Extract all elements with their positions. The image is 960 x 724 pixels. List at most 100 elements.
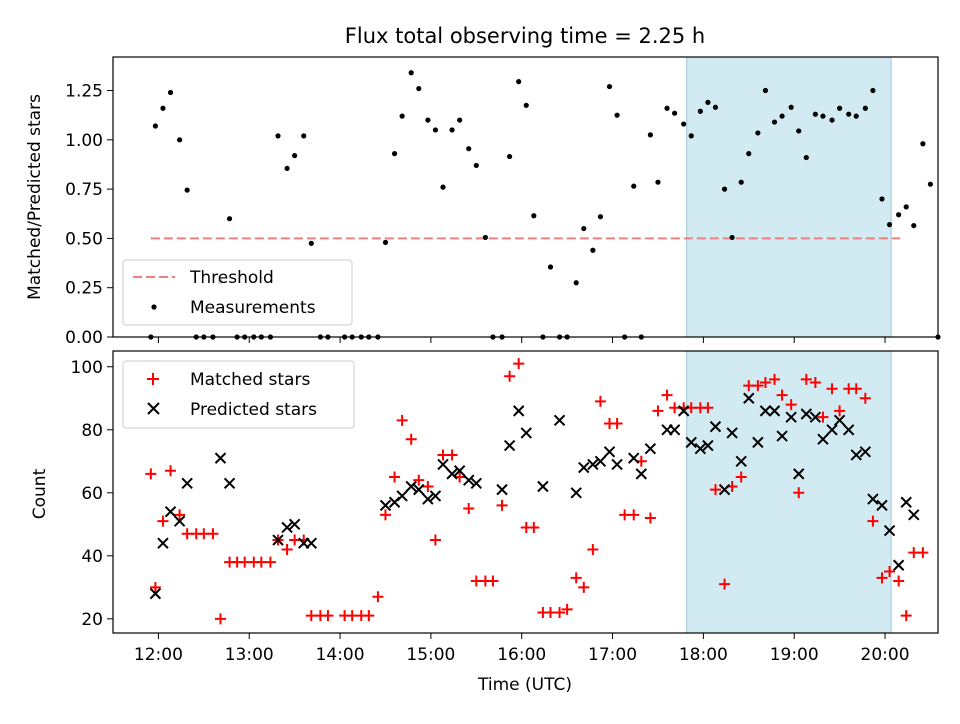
count-y-axis-label: Count [30,468,50,519]
matched-star-point [884,566,896,578]
ratio-y-tick-label: 0.50 [65,229,103,249]
predicted-star-point [379,499,392,512]
predicted-star-point [446,468,458,480]
matched-star-point [145,468,157,480]
predicted-star-point [503,439,516,452]
count-y-tick-label: 40 [81,547,103,567]
matched-star-point [281,544,293,556]
count-legend: Matched stars Predicted stars [122,360,355,429]
matched-star-point [594,395,606,407]
count-panel: 20 40 60 80 100 12:00 13:00 14:00 15:00 16:00 17:0… [30,350,939,695]
count-shaded-region [686,350,892,634]
measurement-point [382,239,389,245]
predicted-star-point [164,505,177,518]
predicted-star-point [429,490,442,502]
matched-star-point [644,512,656,524]
matched-star-point [214,613,226,625]
matched-star-point [652,405,664,417]
predicted-star-point [587,458,599,471]
ratio-y-tick-label: 0.00 [65,328,103,348]
matched-star-point [850,383,862,395]
predicted-star-point [817,433,829,445]
matched-star-point [826,383,838,395]
matched-star-point [867,515,879,527]
legend-measurements-swatch [151,304,157,310]
count-y-tick-label: 80 [81,421,103,441]
predicted-star-point [496,483,508,496]
measurement-point [655,179,661,185]
matched-star-point [149,581,161,593]
measurement-point [911,222,917,229]
ratio-legend-box [122,259,353,326]
predicted-star-point [809,411,822,423]
matched-star-point [379,509,391,521]
legend-threshold-label: Threshold [189,268,274,288]
measurement-point [614,112,620,118]
measurement-point [837,105,843,111]
measurement-point [664,105,670,111]
measurement-point [631,183,637,189]
measurement-point [771,119,778,125]
measurement-point [547,264,554,270]
measurement-point [167,89,174,96]
x-tick-label: 16:00 [497,645,546,665]
measurement-point [308,240,314,246]
ratio-legend: Threshold Measurements [122,259,353,326]
predicted-star-point [422,493,434,505]
matched-star-point [702,402,714,414]
matched-star-point [554,607,566,619]
measurement-point [688,133,694,139]
measurement-point [721,186,728,192]
matched-star-point [174,509,186,521]
matched-star-point [504,370,516,382]
measurement-point [531,213,537,219]
predicted-star-point [900,496,912,508]
matched-star-point [157,515,169,527]
x-tick-label: 17:00 [588,645,637,665]
matched-star-point [809,377,821,389]
matched-star-point [834,405,846,417]
predicted-star-point [768,405,781,417]
predicted-star-point [288,518,301,531]
count-y-tick-label: 20 [81,610,103,630]
predicted-star-point [437,458,449,471]
predicted-star-point [272,534,284,546]
measurement-point [738,179,744,185]
count-legend-box [122,360,355,429]
ratio-panel-frame [112,56,939,338]
legend-predicted-swatch [147,402,160,415]
measurement-point [425,117,431,123]
measurement-point [301,133,307,139]
predicted-star-point [181,477,193,490]
predicted-star-point [453,465,466,477]
matched-star-point [389,471,401,483]
predicted-star-point [520,427,532,439]
measurement-point [457,117,463,123]
matched-star-point [165,465,177,477]
predicted-star-point [463,474,475,486]
matched-star-point [735,471,747,483]
predicted-star-point [305,537,318,549]
measurement-point [647,132,653,138]
predicted-star-point [223,477,236,490]
predicted-star-point [405,480,417,493]
measurement-point [729,234,735,241]
measurement-point [788,104,794,110]
predicted-star-point [752,436,764,449]
measurement-point [581,225,587,232]
x-tick-label: 15:00 [406,645,455,665]
predicted-star-point [735,455,747,467]
predicted-star-point [537,480,549,493]
measurement-point [523,102,529,108]
measurement-point [886,222,893,228]
predicted-star-point [718,483,731,496]
matched-star-point [785,399,797,411]
measurement-point [681,121,687,127]
measurement-point [920,141,926,147]
legend-measurements-label: Measurements [190,298,316,318]
matched-star-point [709,484,721,496]
matched-star-point [396,414,408,426]
matched-star-point [463,503,475,515]
count-panel-frame [112,350,939,634]
